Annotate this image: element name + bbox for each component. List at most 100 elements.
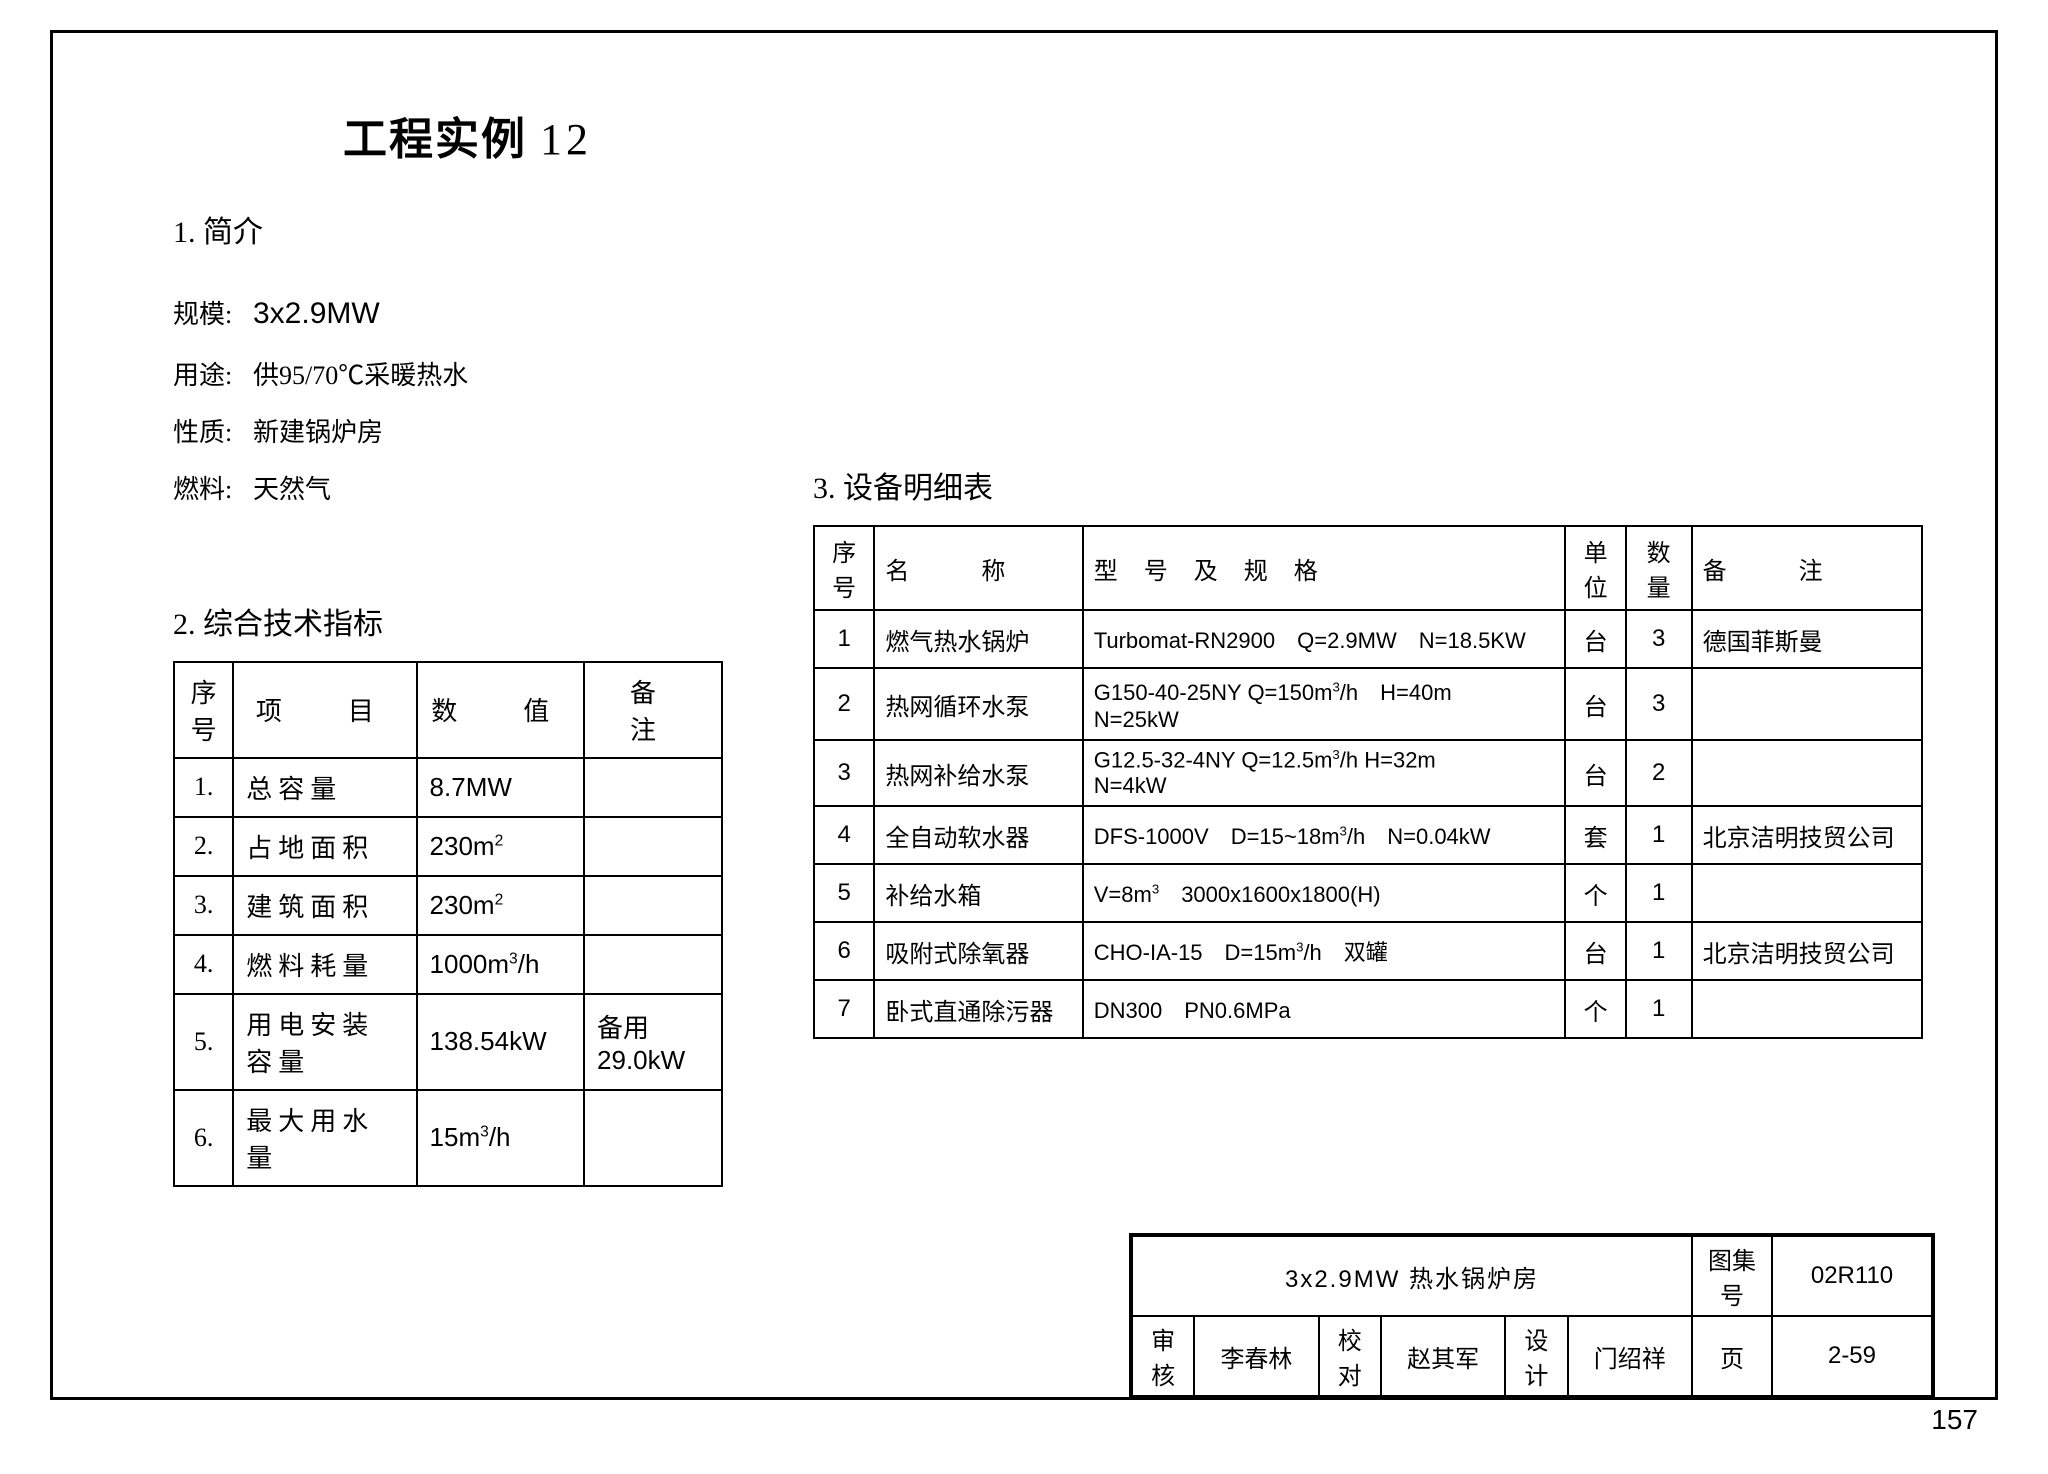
tech-th: 项 目 bbox=[233, 662, 416, 758]
equip-cell: 个 bbox=[1565, 980, 1625, 1038]
equip-cell: 套 bbox=[1565, 806, 1625, 864]
titleblock-design-label: 设计 bbox=[1505, 1316, 1567, 1396]
tech-cell: 2. bbox=[174, 817, 233, 876]
equip-cell: 3 bbox=[1626, 668, 1692, 740]
equip-cell: 台 bbox=[1565, 610, 1625, 668]
equip-cell: 热网循环水泵 bbox=[874, 668, 1082, 740]
tech-cell: 4. bbox=[174, 935, 233, 994]
drawing-frame: 工程实例 12 1. 简介 规模:3x2.9MW用途:供95/70℃采暖热水性质… bbox=[50, 30, 1998, 1400]
equip-cell: 3 bbox=[1626, 610, 1692, 668]
title-number: 12 bbox=[540, 115, 592, 164]
equip-cell: 7 bbox=[814, 980, 874, 1038]
tech-cell bbox=[584, 758, 722, 817]
equip-cell: 1 bbox=[814, 610, 874, 668]
tech-cell: 建筑面积 bbox=[233, 876, 416, 935]
intro-value: 天然气 bbox=[253, 475, 331, 504]
titleblock-tuji-label: 图集号 bbox=[1692, 1236, 1772, 1316]
intro-row: 规模:3x2.9MW bbox=[173, 281, 753, 347]
equip-th: 型 号 及 规 格 bbox=[1083, 526, 1566, 610]
section1-heading: 1. 简介 bbox=[173, 207, 753, 251]
table-row: 7卧式直通除污器DN300 PN0.6MPa个1 bbox=[814, 980, 1922, 1038]
equip-cell: 2 bbox=[1626, 740, 1692, 806]
tech-cell: 230m2 bbox=[417, 876, 584, 935]
table-row: 2.占地面积230m2 bbox=[174, 817, 722, 876]
intro-value: 3x2.9MW bbox=[253, 297, 380, 330]
tech-cell bbox=[584, 1090, 722, 1186]
equip-cell: 北京洁明技贸公司 bbox=[1692, 922, 1922, 980]
equip-cell: 卧式直通除污器 bbox=[874, 980, 1082, 1038]
intro-row: 用途:供95/70℃采暖热水 bbox=[173, 347, 753, 404]
equip-cell: 2 bbox=[814, 668, 874, 740]
titleblock-review-sig: 李春林 bbox=[1194, 1316, 1318, 1396]
tech-cell: 占地面积 bbox=[233, 817, 416, 876]
equip-th: 数量 bbox=[1626, 526, 1692, 610]
tech-cell: 最大用水量 bbox=[233, 1090, 416, 1186]
equip-cell bbox=[1692, 668, 1922, 740]
tech-cell: 8.7MW bbox=[417, 758, 584, 817]
equip-cell bbox=[1692, 740, 1922, 806]
tech-cell: 230m2 bbox=[417, 817, 584, 876]
intro-row: 性质:新建锅炉房 bbox=[173, 404, 753, 461]
tech-cell: 总容量 bbox=[233, 758, 416, 817]
table-row: 2热网循环水泵G150-40-25NY Q=150m3/h H=40mN=25k… bbox=[814, 668, 1922, 740]
tech-th: 序号 bbox=[174, 662, 233, 758]
tech-cell bbox=[584, 817, 722, 876]
titleblock-code: 02R110 bbox=[1772, 1236, 1932, 1316]
equip-cell: 台 bbox=[1565, 740, 1625, 806]
intro-label: 燃料: bbox=[173, 461, 253, 518]
equip-cell: 3 bbox=[814, 740, 874, 806]
title-label: 工程实例 bbox=[343, 115, 527, 164]
titleblock-main: 3x2.9MW 热水锅炉房 bbox=[1132, 1236, 1692, 1316]
left-column: 工程实例 12 1. 简介 规模:3x2.9MW用途:供95/70℃采暖热水性质… bbox=[113, 73, 753, 1187]
tech-th: 数 值 bbox=[417, 662, 584, 758]
tech-th: 备 注 bbox=[584, 662, 722, 758]
equip-cell: 个 bbox=[1565, 864, 1625, 922]
tech-indicator-table: 序号项 目数 值备 注 1.总容量8.7MW2.占地面积230m23.建筑面积2… bbox=[173, 661, 723, 1187]
table-row: 1.总容量8.7MW bbox=[174, 758, 722, 817]
titleblock-design-sig: 门绍祥 bbox=[1568, 1316, 1692, 1396]
equip-cell: 1 bbox=[1626, 864, 1692, 922]
equip-cell: CHO-IA-15 D=15m3/h 双罐 bbox=[1083, 922, 1566, 980]
right-column: 3. 设备明细表 序号名 称型 号 及 规 格单位数量备 注 1燃气热水锅炉Tu… bbox=[813, 463, 1933, 1039]
equip-cell: 5 bbox=[814, 864, 874, 922]
equip-cell: DN300 PN0.6MPa bbox=[1083, 980, 1566, 1038]
equip-cell: 德国菲斯曼 bbox=[1692, 610, 1922, 668]
tech-cell: 6. bbox=[174, 1090, 233, 1186]
tech-cell: 燃料耗量 bbox=[233, 935, 416, 994]
equip-cell: 1 bbox=[1626, 922, 1692, 980]
tech-cell: 备用29.0kW bbox=[584, 994, 722, 1090]
equip-cell bbox=[1692, 864, 1922, 922]
equip-th: 单位 bbox=[1565, 526, 1625, 610]
table-row: 6吸附式除氧器CHO-IA-15 D=15m3/h 双罐台1北京洁明技贸公司 bbox=[814, 922, 1922, 980]
section3-heading: 3. 设备明细表 bbox=[813, 463, 1933, 507]
equip-cell: V=8m3 3000x1600x1800(H) bbox=[1083, 864, 1566, 922]
equip-cell: 1 bbox=[1626, 980, 1692, 1038]
table-row: 3热网补给水泵G12.5-32-4NY Q=12.5m3/h H=32mN=4k… bbox=[814, 740, 1922, 806]
intro-label: 性质: bbox=[173, 404, 253, 461]
titleblock-review-label: 审核 bbox=[1132, 1316, 1194, 1396]
equip-cell: 吸附式除氧器 bbox=[874, 922, 1082, 980]
intro-label: 规模: bbox=[173, 286, 253, 343]
table-row: 5.用电安装容量138.54kW备用29.0kW bbox=[174, 994, 722, 1090]
tech-cell: 15m3/h bbox=[417, 1090, 584, 1186]
title-block: 3x2.9MW 热水锅炉房 图集号 02R110 审核 李春林 校对 赵其军 设… bbox=[1129, 1233, 1935, 1397]
equip-cell: 燃气热水锅炉 bbox=[874, 610, 1082, 668]
page: 工程实例 12 1. 简介 规模:3x2.9MW用途:供95/70℃采暖热水性质… bbox=[0, 0, 2048, 1474]
equip-th: 名 称 bbox=[874, 526, 1082, 610]
table-row: 4全自动软水器DFS-1000V D=15~18m3/h N=0.04kW套1北… bbox=[814, 806, 1922, 864]
tech-cell: 5. bbox=[174, 994, 233, 1090]
titleblock-check-sig: 赵其军 bbox=[1381, 1316, 1505, 1396]
table-row: 6.最大用水量15m3/h bbox=[174, 1090, 722, 1186]
equip-cell: 4 bbox=[814, 806, 874, 864]
equip-cell: 1 bbox=[1626, 806, 1692, 864]
intro-row: 燃料:天然气 bbox=[173, 461, 753, 518]
tech-cell: 138.54kW bbox=[417, 994, 584, 1090]
tech-cell: 用电安装容量 bbox=[233, 994, 416, 1090]
equip-cell: 北京洁明技贸公司 bbox=[1692, 806, 1922, 864]
equip-cell bbox=[1692, 980, 1922, 1038]
section2-heading: 2. 综合技术指标 bbox=[173, 599, 753, 643]
equip-cell: G150-40-25NY Q=150m3/h H=40mN=25kW bbox=[1083, 668, 1566, 740]
intro-value: 新建锅炉房 bbox=[253, 418, 383, 447]
table-row: 3.建筑面积230m2 bbox=[174, 876, 722, 935]
table-row: 1燃气热水锅炉Turbomat-RN2900 Q=2.9MW N=18.5KW台… bbox=[814, 610, 1922, 668]
